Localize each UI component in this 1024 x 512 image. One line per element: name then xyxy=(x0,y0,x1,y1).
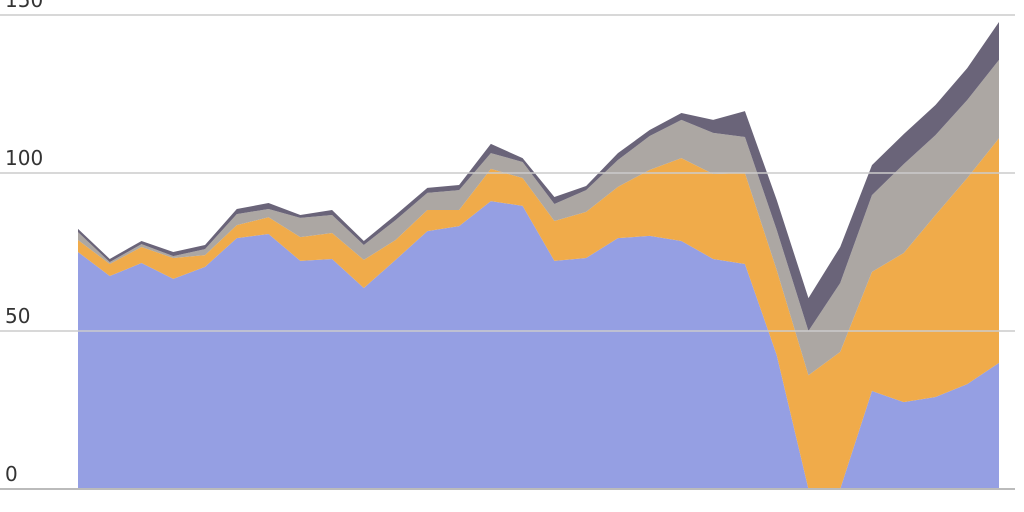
y-tick-label: 100 xyxy=(5,146,43,170)
x-tick-label: 2020 xyxy=(211,509,262,512)
y-tick-label: 0 xyxy=(5,462,18,486)
x-tick-label: 2021 xyxy=(592,509,643,512)
y-tick-label: 150 xyxy=(5,0,43,12)
area xyxy=(78,138,999,490)
y-tick-label: 50 xyxy=(5,304,30,328)
area xyxy=(78,59,999,376)
area xyxy=(78,201,999,489)
x-tick-label: 2022 xyxy=(974,509,1024,512)
